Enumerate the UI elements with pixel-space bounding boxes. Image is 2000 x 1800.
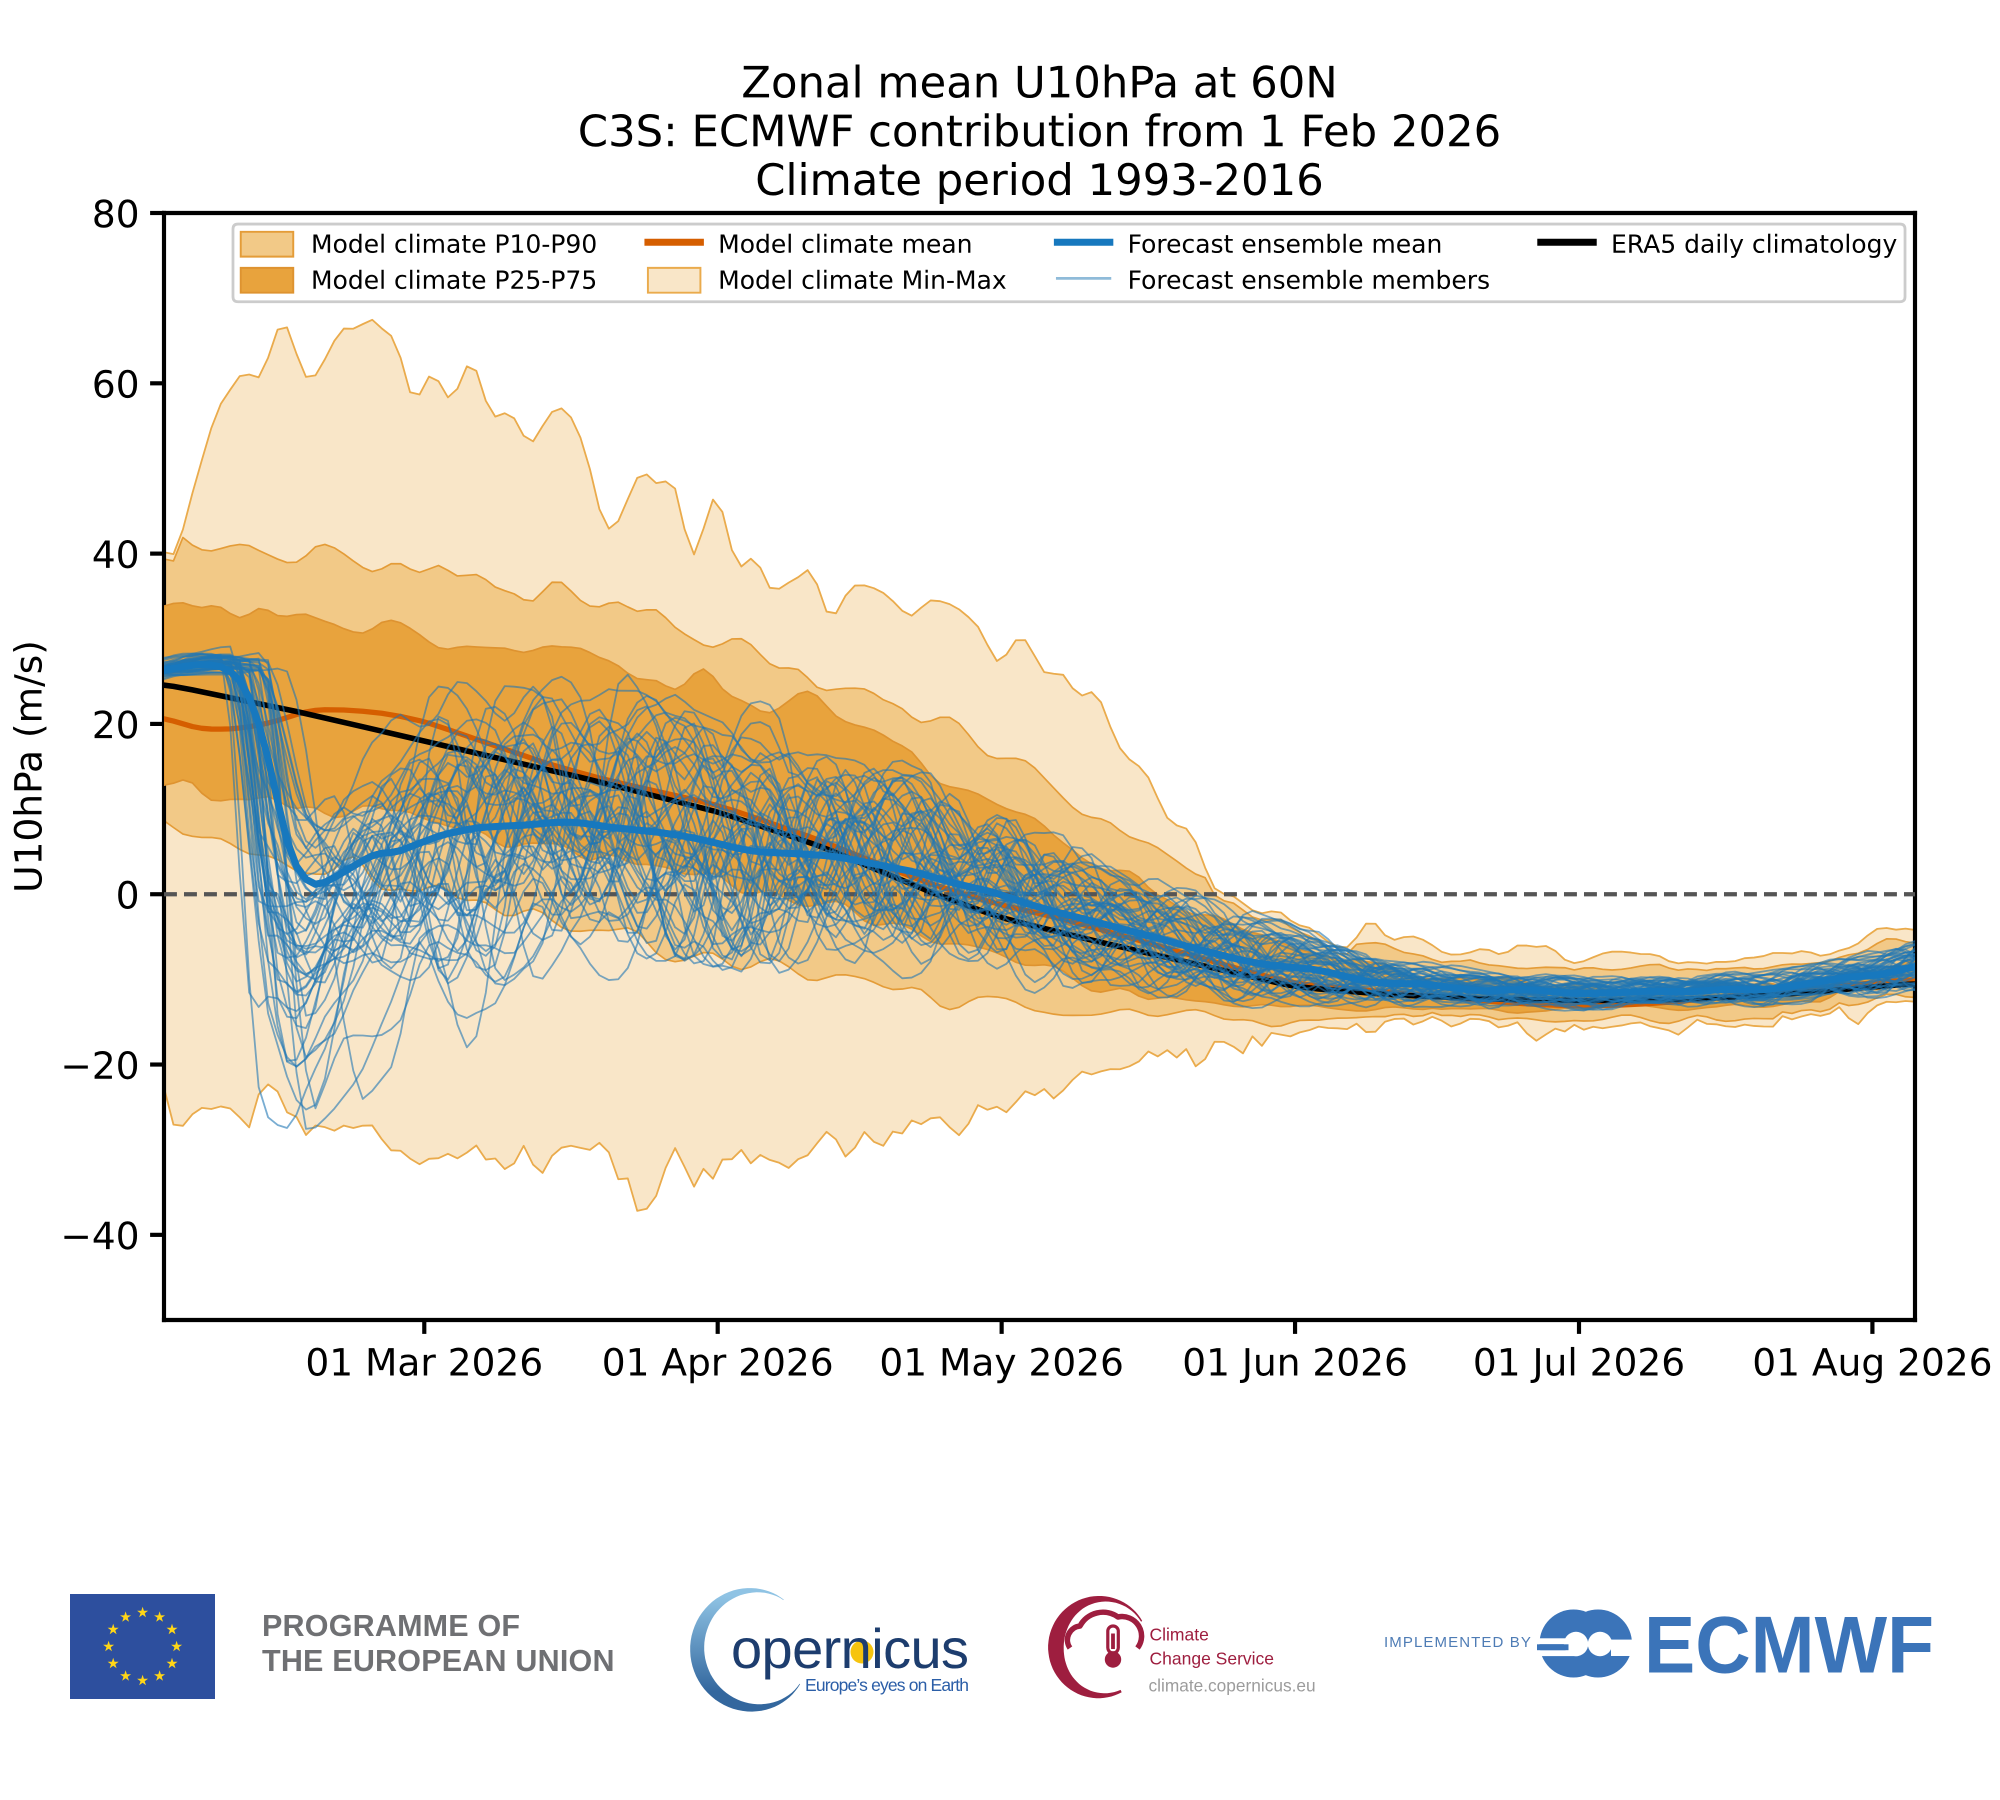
svg-text:ECMWF: ECMWF: [1644, 1600, 1934, 1690]
svg-text:Climate: Climate: [1150, 1625, 1209, 1645]
svg-text:climate.copernicus.eu: climate.copernicus.eu: [1149, 1676, 1316, 1696]
svg-text:opernicus: opernicus: [731, 1617, 969, 1680]
svg-text:PROGRAMME OF: PROGRAMME OF: [262, 1609, 520, 1643]
svg-text:IMPLEMENTED BY: IMPLEMENTED BY: [1384, 1634, 1532, 1651]
svg-text:THE EUROPEAN UNION: THE EUROPEAN UNION: [262, 1644, 615, 1678]
svg-text:Europe’s eyes on Earth: Europe’s eyes on Earth: [805, 1675, 969, 1695]
svg-text:Change Service: Change Service: [1150, 1649, 1275, 1669]
